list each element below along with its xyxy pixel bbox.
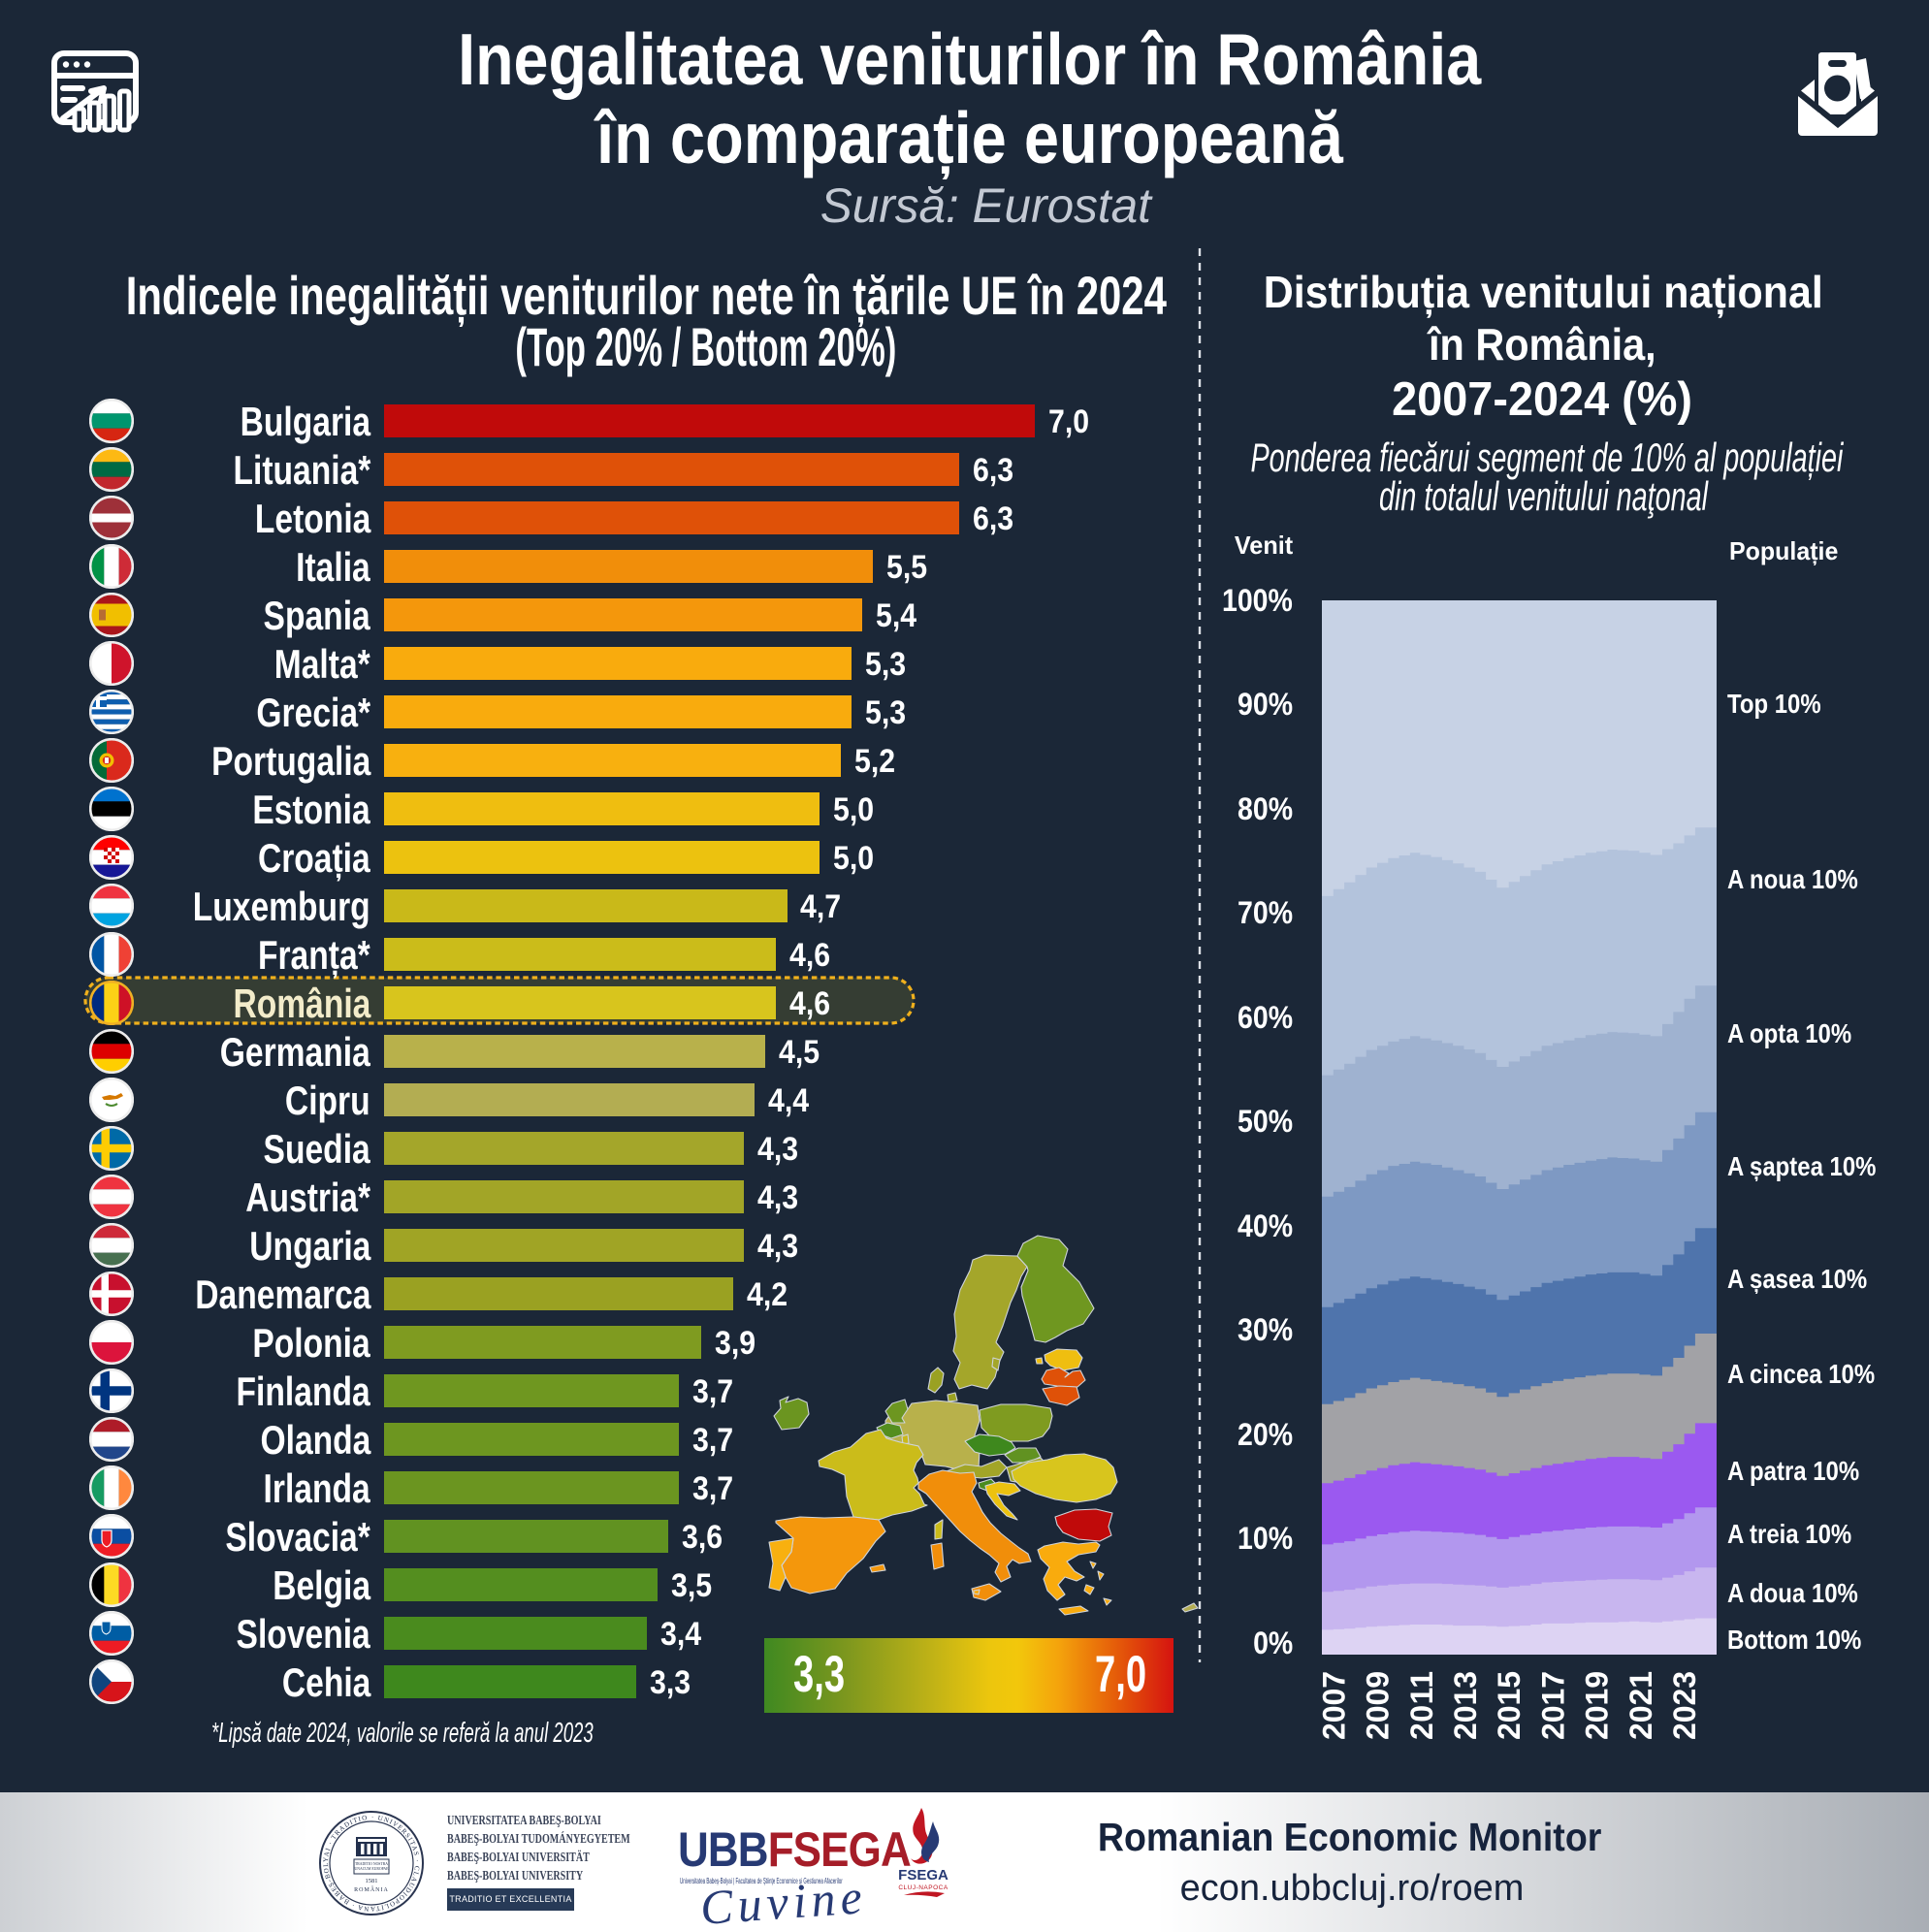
svg-text:FSEGA: FSEGA [898, 1867, 948, 1884]
svg-text:ROMÂNIA: ROMÂNIA [354, 1885, 389, 1893]
svg-text:2009: 2009 [1361, 1671, 1396, 1740]
svg-text:2023: 2023 [1667, 1671, 1702, 1740]
svg-text:UNACUM EUROPAE: UNACUM EUROPAE [355, 1867, 390, 1871]
svg-text:1581: 1581 [366, 1878, 378, 1884]
svg-text:2007: 2007 [1316, 1671, 1351, 1740]
svg-text:TRADITIO NOSTRA: TRADITIO NOSTRA [355, 1862, 388, 1866]
svg-text:2011: 2011 [1404, 1671, 1439, 1740]
svg-text:CLUJ-NAPOCA: CLUJ-NAPOCA [898, 1884, 948, 1891]
svg-text:2013: 2013 [1448, 1671, 1483, 1740]
svg-text:2021: 2021 [1624, 1671, 1658, 1740]
svg-text:2017: 2017 [1535, 1671, 1570, 1740]
svg-text:2019: 2019 [1580, 1671, 1615, 1740]
svg-text:2015: 2015 [1492, 1671, 1527, 1740]
